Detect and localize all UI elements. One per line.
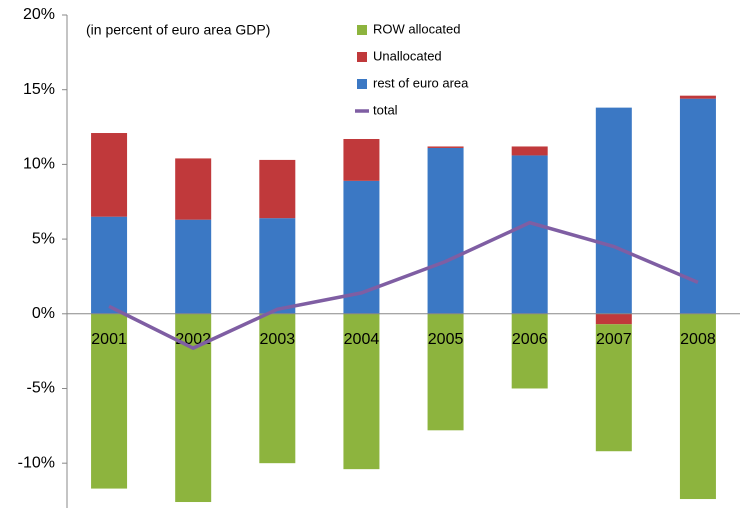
x-tick-label: 2008 [680, 331, 716, 348]
y-tick-label: 10% [23, 156, 55, 173]
annotation: (in percent of euro area GDP) [86, 22, 270, 38]
bar [595, 313, 632, 325]
line [108, 220, 699, 351]
bar [259, 218, 296, 314]
legend-swatch [357, 79, 367, 89]
bar [427, 147, 464, 314]
y-tick-label: -10% [18, 454, 55, 471]
x-tick-label: 2006 [512, 331, 548, 348]
x-tick-label: 2005 [428, 331, 464, 348]
x-tick-label: 2001 [91, 331, 127, 348]
bar [511, 146, 548, 156]
bar [427, 313, 464, 431]
x-tick-label: 2002 [175, 331, 211, 348]
y-tick-label: 15% [23, 81, 55, 98]
legend-label: total [373, 102, 398, 117]
legend-label: rest of euro area [373, 75, 469, 90]
bar [91, 133, 128, 217]
bar [343, 313, 380, 470]
x-tick-label: 2007 [596, 331, 632, 348]
bar [679, 313, 716, 500]
bar [259, 313, 296, 464]
y-tick-label: -5% [27, 380, 55, 397]
x-tick-label: 2004 [344, 331, 380, 348]
bar [175, 219, 212, 314]
bar [175, 158, 212, 220]
bar [511, 313, 548, 389]
bar [91, 313, 128, 489]
bar [427, 146, 464, 148]
bar [595, 324, 632, 452]
x-tick-label: 2003 [260, 331, 296, 348]
bar [679, 95, 716, 99]
bar [511, 155, 548, 314]
bar [259, 159, 296, 219]
legend-swatch [357, 25, 367, 35]
y-tick-label: 20% [23, 6, 55, 23]
bar [175, 313, 212, 503]
legend-label: Unallocated [373, 48, 442, 63]
bar [595, 107, 632, 314]
y-tick-label: 0% [32, 305, 55, 322]
legend-swatch [357, 52, 367, 62]
bar [343, 138, 380, 181]
y-tick-label: 5% [32, 230, 55, 247]
legend-label: ROW allocated [373, 21, 460, 36]
bar [91, 216, 128, 314]
